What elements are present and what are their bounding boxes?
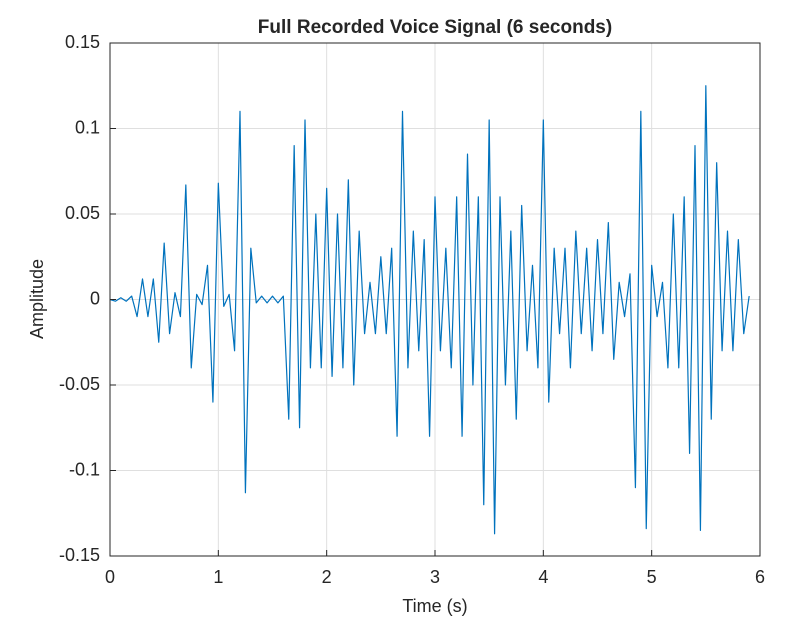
signal-line (109, 85, 750, 535)
y-tick-label: 0.05 (65, 203, 100, 223)
y-tick-label: -0.1 (69, 459, 100, 479)
x-tick-label: 3 (430, 567, 440, 587)
x-tick-label: 2 (322, 567, 332, 587)
y-tick-label: -0.15 (59, 545, 100, 565)
y-tick-label: 0.1 (75, 117, 100, 137)
y-axis-label: Amplitude (27, 259, 47, 339)
y-tick-label: 0.15 (65, 32, 100, 52)
chart-title: Full Recorded Voice Signal (6 seconds) (258, 17, 612, 38)
x-axis-label: Time (s) (402, 596, 467, 616)
x-tick-label: 4 (538, 567, 548, 587)
x-tick-label: 1 (213, 567, 223, 587)
plot-area (109, 85, 750, 535)
y-tick-label: -0.05 (59, 374, 100, 394)
x-tick-label: 6 (755, 567, 765, 587)
x-tick-label: 0 (105, 567, 115, 587)
x-tick-label: 5 (647, 567, 657, 587)
y-tick-label: 0 (90, 288, 100, 308)
